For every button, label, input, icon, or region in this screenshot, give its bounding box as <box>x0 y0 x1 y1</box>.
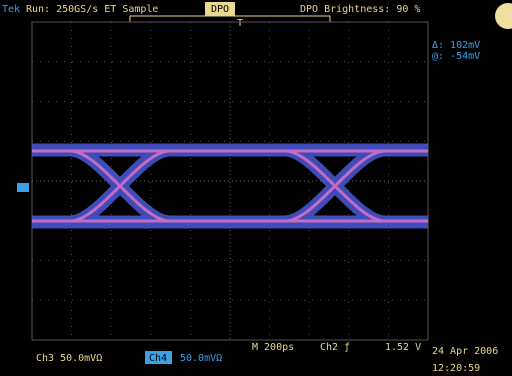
mode: DPO <box>211 4 229 15</box>
trigger-level: 1.52 V <box>385 342 421 353</box>
ch4-scale: 50.0mVΩ <box>180 353 222 364</box>
ch3-scale: Ch3 50.0mVΩ <box>36 353 102 364</box>
status: Run: 250GS/s ET Sample <box>26 4 158 15</box>
oscilloscope-screen: Tek Run: 250GS/s ET Sample DPO DPO Brigh… <box>0 0 512 376</box>
timebase: M 200ps <box>252 342 294 353</box>
ch4-label: Ch4 <box>149 353 167 364</box>
brand: Tek <box>2 4 20 15</box>
date: 24 Apr 2006 <box>432 346 498 357</box>
trigger-source: Ch2 ƒ <box>320 342 350 353</box>
trigger-position: T <box>237 18 243 29</box>
cursor-at: @: -54mV <box>432 51 480 62</box>
cursor-delta: Δ: 102mV <box>432 40 480 51</box>
brightness: DPO Brightness: 90 % <box>300 4 420 15</box>
time: 12:20:59 <box>432 363 480 374</box>
channel-marker <box>17 183 29 192</box>
